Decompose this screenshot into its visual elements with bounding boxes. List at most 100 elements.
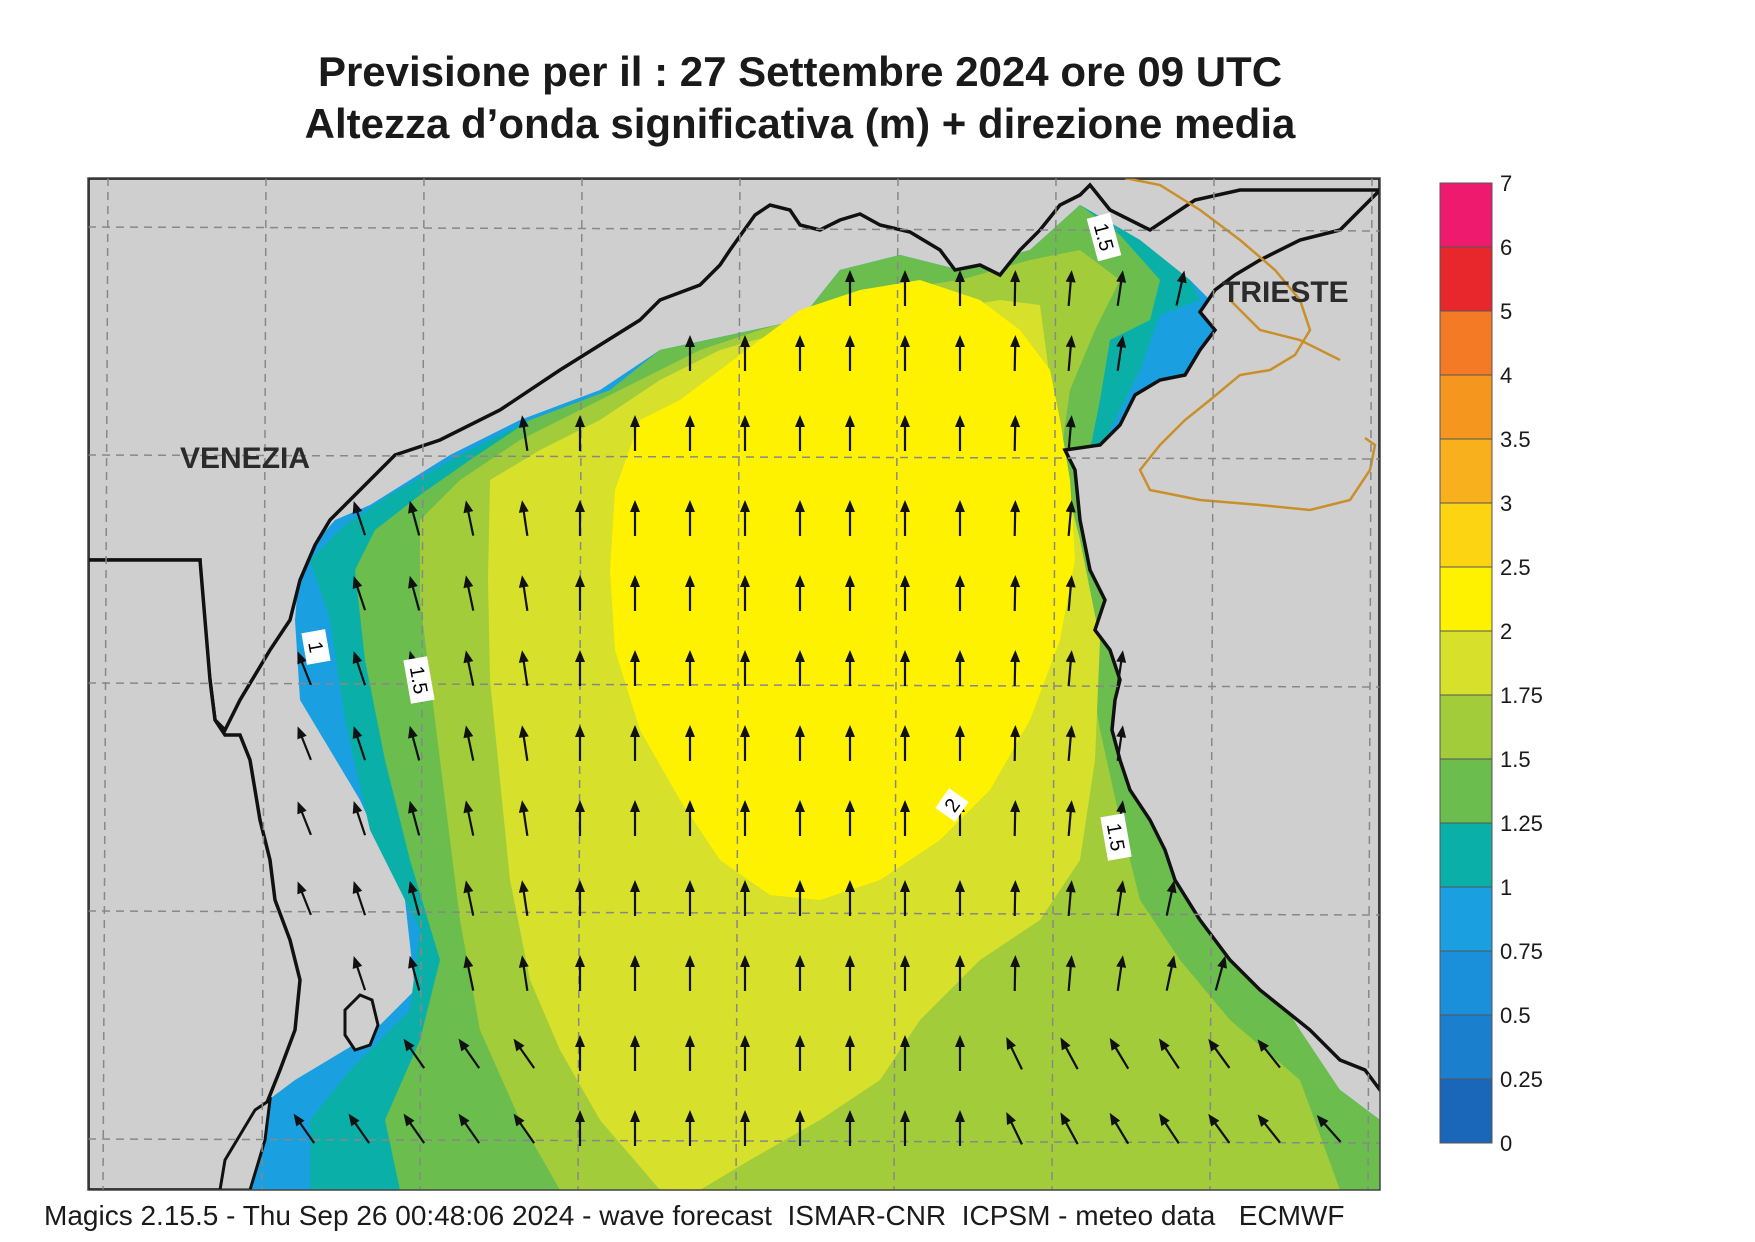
legend-swatch: [1439, 1014, 1493, 1080]
city-label-trieste: TRIESTE: [1222, 276, 1349, 309]
legend-swatch: [1439, 758, 1493, 824]
wave-direction-arrow: [795, 500, 805, 536]
title-line-1: Previsione per il : 27 Settembre 2024 or…: [317, 48, 1283, 95]
wave-direction-arrow: [955, 1035, 965, 1071]
wave-direction-arrow: [795, 1110, 805, 1146]
wave-direction-arrow: [685, 575, 695, 611]
wave-direction-arrow: [900, 1035, 910, 1071]
legend-swatch: [1439, 310, 1493, 376]
wave-direction-arrow: [518, 955, 529, 991]
legend-tick-label: 1: [1500, 875, 1512, 900]
wave-direction-arrow: [955, 575, 965, 611]
svg-text:1: 1: [303, 640, 327, 655]
wave-direction-arrow: [845, 270, 855, 306]
wave-direction-arrow: [1116, 335, 1127, 371]
wave-direction-arrow: [518, 650, 529, 686]
legend-tick-label: 3: [1500, 491, 1512, 516]
wave-direction-arrow: [1065, 270, 1076, 307]
wave-direction-arrow: [845, 500, 855, 536]
wave-direction-arrow: [297, 651, 312, 686]
footer-credits: Magics 2.15.5 - Thu Sep 26 00:48:06 2024…: [44, 1200, 1345, 1231]
wave-direction-arrow: [575, 1035, 585, 1071]
wave-direction-arrow: [900, 575, 910, 611]
wave-direction-arrow: [1257, 1039, 1281, 1069]
wave-direction-arrow: [297, 881, 312, 916]
wave-direction-arrow: [1065, 955, 1076, 992]
wave-direction-arrow: [352, 956, 367, 991]
wave-direction-arrow: [685, 500, 695, 536]
wave-direction-arrow: [518, 880, 529, 916]
sea-zone-yellow: [610, 280, 1075, 900]
title-line-2: Altezza d’onda significativa (m) + direz…: [304, 100, 1296, 147]
wave-direction-arrow: [518, 500, 529, 536]
wave-direction-arrow: [1060, 1112, 1079, 1145]
wave-direction-arrow: [630, 1035, 640, 1071]
wave-direction-arrow: [740, 955, 750, 991]
wave-direction-arrow: [900, 800, 910, 836]
wave-direction-arrow: [463, 650, 475, 686]
land-southwest: [88, 558, 302, 1190]
wave-direction-arrow: [1065, 725, 1076, 762]
wave-direction-arrow: [1010, 500, 1021, 537]
map-area: 1 1.5 1.5 1.5 2 VENEZIA TRIESTE: [88, 178, 1380, 1190]
contour-label-1.5-west: 1.5: [403, 656, 435, 704]
wave-direction-arrow: [955, 880, 965, 916]
wave-direction-arrow: [630, 725, 640, 761]
wave-direction-arrow: [630, 575, 640, 611]
wave-direction-arrow: [403, 1113, 426, 1144]
land-lagoon-island: [343, 993, 380, 1052]
wave-direction-arrow: [1165, 955, 1177, 991]
land-trieste-area: [1062, 187, 1380, 1093]
wave-direction-arrow: [795, 1035, 805, 1071]
wave-direction-arrow: [630, 800, 640, 836]
wave-direction-arrow: [795, 650, 805, 686]
wave-direction-arrow: [955, 1110, 965, 1146]
wave-direction-arrow: [408, 575, 421, 611]
wave-direction-arrow: [685, 955, 695, 991]
wave-direction-arrow: [740, 335, 750, 371]
wave-direction-arrow: [348, 1113, 371, 1144]
wave-direction-arrow: [513, 1038, 536, 1069]
wave-direction-arrow: [408, 880, 421, 916]
wave-direction-arrow: [685, 725, 695, 761]
svg-text:1.5: 1.5: [1102, 822, 1128, 853]
wave-direction-arrow: [685, 1110, 695, 1146]
legend-tick-label: 5: [1500, 299, 1512, 324]
wave-direction-arrow: [685, 650, 695, 686]
wave-direction-arrow: [297, 801, 312, 836]
wave-direction-arrow: [458, 1113, 481, 1144]
contour-label-1: 1: [301, 629, 331, 665]
wave-direction-arrow: [955, 500, 965, 536]
wave-direction-arrow: [955, 415, 965, 451]
legend-tick-label: 0: [1500, 1131, 1512, 1156]
wave-direction-arrow: [408, 955, 421, 991]
wave-direction-arrow: [575, 1110, 585, 1146]
wave-direction-arrow: [630, 880, 640, 916]
direction-arrows: [293, 270, 1342, 1146]
wave-direction-arrow: [1065, 880, 1076, 917]
legend-swatch: [1439, 438, 1493, 504]
legend-tick-label: 1.25: [1500, 811, 1543, 836]
wave-direction-arrow: [1006, 1036, 1023, 1070]
wave-direction-arrow: [575, 500, 585, 536]
wave-direction-arrow: [685, 415, 695, 451]
wave-direction-arrow: [1257, 1114, 1281, 1144]
wave-direction-arrow: [575, 575, 585, 611]
legend-tick-label: 7: [1500, 171, 1512, 196]
wave-direction-arrow: [795, 575, 805, 611]
wave-direction-arrow: [1316, 1115, 1342, 1143]
wave-direction-arrow: [403, 1038, 426, 1069]
wave-direction-arrow: [845, 575, 855, 611]
wave-direction-arrow: [900, 500, 910, 536]
wave-direction-arrow: [685, 1035, 695, 1071]
wave-direction-arrow: [575, 650, 585, 686]
legend-tick-label: 3.5: [1500, 427, 1531, 452]
wave-direction-arrow: [513, 1113, 536, 1144]
wave-direction-arrow: [518, 725, 529, 761]
wave-direction-arrow: [1010, 955, 1021, 992]
wave-direction-arrow: [1175, 270, 1187, 306]
border-line-2: [1229, 299, 1341, 362]
wave-direction-arrow: [408, 800, 421, 836]
colorbar-legend: 7 6 5 4 3.5 3 2.5 2 1.75 1.5 1.25 1 0.75 0.5 0.25 0: [1439, 171, 1543, 1156]
